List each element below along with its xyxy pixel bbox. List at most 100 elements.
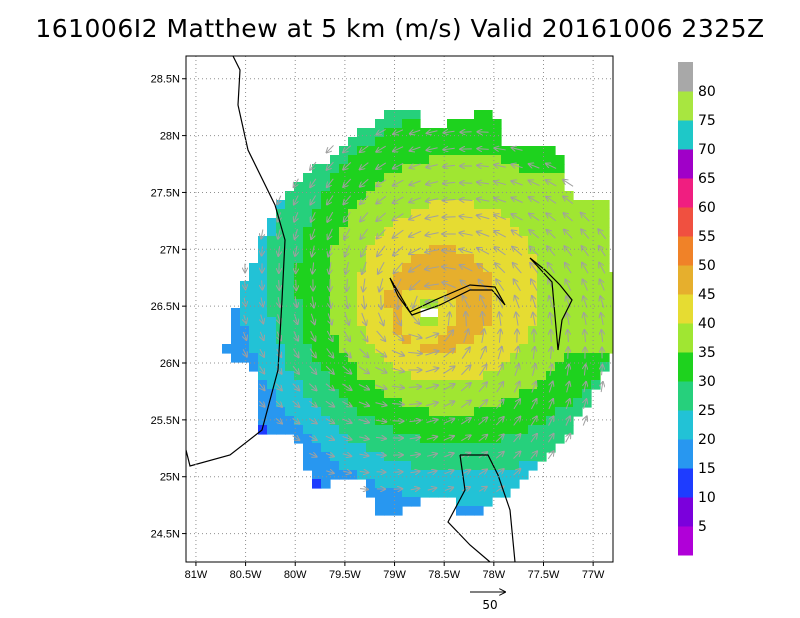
wind-speed-cell [483, 218, 493, 228]
wind-speed-cell [519, 407, 529, 417]
wind-vector [408, 352, 422, 353]
wind-speed-cell [501, 434, 511, 444]
wind-speed-cell [303, 290, 313, 300]
wind-speed-cell [564, 191, 574, 201]
wind-speed-cell [447, 119, 457, 129]
wind-speed-cell [438, 227, 448, 237]
colorbar-segment [678, 120, 693, 150]
colorbar-segment [678, 178, 693, 208]
wind-vector [244, 314, 246, 323]
wind-speed-cell [294, 425, 304, 435]
wind-speed-cell [276, 227, 286, 237]
wind-speed-cell [537, 191, 547, 201]
wind-speed-cell [366, 137, 376, 147]
wind-speed-cell [528, 362, 538, 372]
wind-speed-cell [456, 371, 466, 381]
wind-vector [292, 400, 300, 407]
wind-speed-cell [456, 488, 466, 498]
wind-speed-cell [348, 191, 358, 201]
wind-speed-cell [474, 146, 484, 156]
wind-speed-cell [465, 137, 475, 147]
wind-vector [378, 261, 385, 274]
wind-speed-cell [330, 191, 340, 201]
wind-speed-cell [474, 254, 484, 264]
wind-speed-cell [510, 299, 520, 309]
wind-vector [459, 249, 473, 254]
y-tick-label: 28N [160, 131, 180, 143]
wind-vector [516, 312, 518, 326]
wind-speed-cell [429, 281, 439, 291]
wind-speed-cell [537, 425, 547, 435]
wind-speed-cell [375, 353, 385, 363]
wind-speed-cell [330, 407, 340, 417]
wind-speed-cell [510, 398, 520, 408]
wind-speed-cell [510, 290, 520, 300]
wind-vector [410, 147, 421, 151]
wind-speed-cell [312, 443, 322, 453]
colorbar-label: 5 [698, 519, 707, 535]
wind-speed-cell [573, 236, 583, 246]
wind-speed-cell [303, 434, 313, 444]
wind-vector [259, 383, 264, 390]
wind-vector [584, 313, 586, 326]
wind-speed-cell [546, 182, 556, 192]
wind-vector [325, 454, 334, 457]
wind-vector [460, 200, 473, 201]
wind-vector [601, 313, 603, 326]
wind-vector [294, 178, 299, 187]
wind-vector [328, 228, 333, 239]
wind-speed-cell [537, 344, 547, 354]
wind-speed-cell [591, 218, 601, 228]
wind-speed-cell [258, 236, 268, 246]
wind-vector [296, 262, 297, 273]
wind-speed-cell [303, 200, 313, 210]
wind-speed-cell [438, 173, 448, 183]
wind-speed-cell [294, 218, 304, 228]
wind-speed-cell [240, 326, 250, 336]
wind-speed-cell [609, 335, 613, 345]
wind-speed-cell [501, 371, 511, 381]
wind-speed-cell [546, 443, 556, 453]
wind-speed-cell [519, 236, 529, 246]
wind-speed-cell [330, 398, 340, 408]
wind-speed-cell [429, 209, 439, 219]
wind-vector [512, 230, 523, 239]
wind-speed-cell [546, 398, 556, 408]
wind-speed-cell [492, 236, 502, 246]
wind-speed-cell [420, 155, 430, 165]
wind-speed-cell [528, 443, 538, 453]
wind-vector [495, 452, 504, 459]
wind-speed-cell [357, 281, 367, 291]
wind-speed-cell [537, 353, 547, 363]
wind-vector [547, 230, 556, 239]
wind-speed-cell [429, 137, 439, 147]
wind-speed-cell [303, 173, 313, 183]
wind-speed-cell [528, 155, 538, 165]
wind-speed-cell [510, 263, 520, 273]
wind-speed-cell [510, 191, 520, 201]
wind-speed-cell [285, 191, 295, 201]
wind-vector [393, 489, 403, 490]
wind-speed-cell [492, 389, 502, 399]
wind-speed-cell [456, 353, 466, 363]
wind-speed-cell [420, 380, 430, 390]
wind-speed-cell [429, 245, 439, 255]
wind-speed-cell [366, 425, 376, 435]
wind-speed-cell [375, 443, 385, 453]
wind-vector [327, 195, 334, 205]
wind-speed-cell [474, 344, 484, 354]
wind-vector [292, 348, 298, 358]
wind-speed-cell [330, 380, 340, 390]
wind-speed-cell [429, 317, 439, 327]
wind-speed-cell [438, 470, 448, 480]
wind-speed-cell [420, 470, 430, 480]
wind-speed-cell [438, 461, 448, 471]
wind-vector [295, 245, 297, 256]
wind-speed-cell [456, 155, 466, 165]
wind-speed-cell [456, 335, 466, 345]
wind-speed-cell [303, 353, 313, 363]
wind-speed-cell [330, 209, 340, 219]
wind-speed-cell [510, 236, 520, 246]
wind-speed-cell [276, 425, 286, 435]
wind-speed-cell [555, 299, 565, 309]
